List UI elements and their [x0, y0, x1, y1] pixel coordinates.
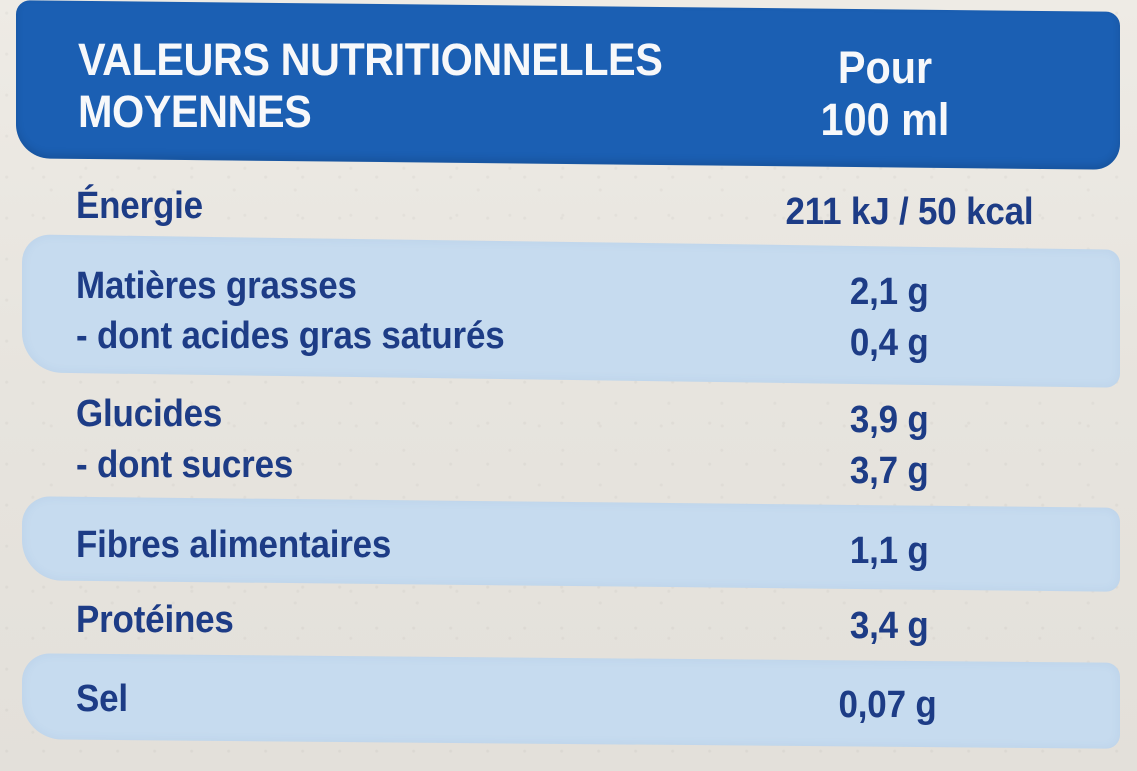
- protein-label: Protéines: [76, 599, 234, 641]
- energy-value: 211 kJ / 50 kcal: [785, 191, 1033, 233]
- carbohydrates-value: 3,9 g: [850, 399, 929, 441]
- sugars-value: 3,7 g: [850, 450, 929, 492]
- header-title-line-1: VALEURS NUTRITIONNELLES: [78, 34, 663, 85]
- header-unit-line-1: Pour: [837, 42, 933, 93]
- header-unit: Pour 100 ml: [798, 42, 973, 146]
- sugars-label: - dont sucres: [76, 444, 294, 486]
- salt-value: 0,07 g: [838, 684, 937, 726]
- carbohydrates-label: Glucides: [76, 393, 223, 435]
- energy-label: Énergie: [76, 185, 203, 227]
- fiber-label: Fibres alimentaires: [76, 524, 392, 566]
- header-title: VALEURS NUTRITIONNELLES MOYENNES: [78, 34, 713, 138]
- header-unit-line-2: 100 ml: [820, 94, 950, 145]
- fiber-value: 1,1 g: [850, 530, 929, 572]
- saturated-fat-value: 0,4 g: [850, 322, 929, 364]
- fat-label: Matières grasses: [76, 265, 357, 307]
- salt-row-band: [22, 653, 1120, 749]
- fat-row-band: [22, 234, 1120, 388]
- saturated-fat-label: - dont acides gras saturés: [76, 315, 505, 357]
- salt-label: Sel: [76, 678, 128, 720]
- protein-value: 3,4 g: [850, 605, 929, 647]
- fat-value: 2,1 g: [850, 271, 929, 313]
- header-title-line-2: MOYENNES: [78, 86, 312, 137]
